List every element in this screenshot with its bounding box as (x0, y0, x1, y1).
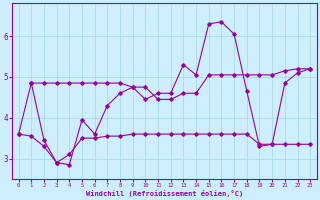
X-axis label: Windchill (Refroidissement éolien,°C): Windchill (Refroidissement éolien,°C) (86, 190, 243, 197)
